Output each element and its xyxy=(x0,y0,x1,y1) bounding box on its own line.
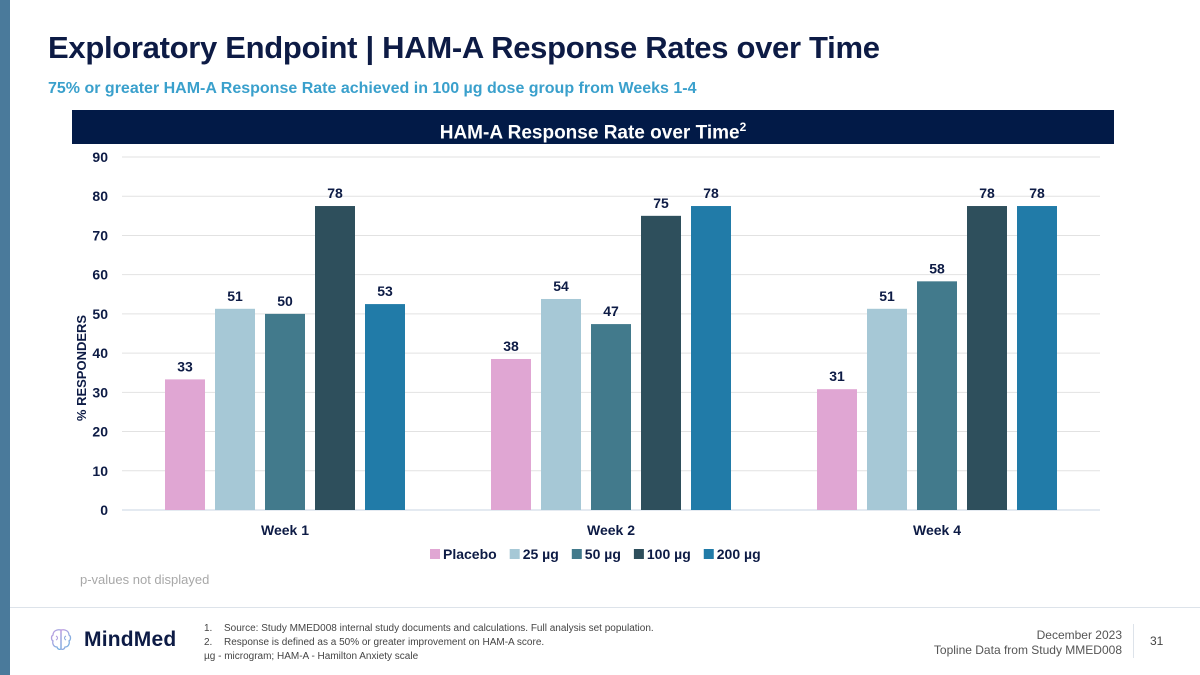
footer-date: December 2023 xyxy=(1036,628,1122,642)
legend-label: 25 µg xyxy=(523,546,559,562)
legend-swatch xyxy=(509,549,520,559)
bars xyxy=(165,206,1057,511)
bar xyxy=(541,298,581,510)
data-label: 53 xyxy=(377,283,393,299)
bar xyxy=(215,308,255,510)
brain-icon xyxy=(50,629,72,651)
bar xyxy=(591,324,631,510)
bar xyxy=(967,206,1007,510)
data-label: 38 xyxy=(503,338,519,354)
bar xyxy=(641,215,681,511)
y-tick-label: 40 xyxy=(92,345,108,361)
footnotes: 1. Source: Study MMED008 internal study d… xyxy=(204,622,654,664)
slide-subtitle: 75% or greater HAM-A Response Rate achie… xyxy=(48,80,697,97)
y-tick-label: 30 xyxy=(92,384,108,400)
legend-item: 200 µg xyxy=(703,546,761,562)
legend-item: Placebo xyxy=(430,546,497,562)
y-tick-label: 60 xyxy=(92,267,108,283)
chart-header: HAM-A Response Rate over Time2 xyxy=(72,110,1114,144)
footnote: 2. Response is defined as a 50% or greate… xyxy=(204,636,654,650)
slide-title: Exploratory Endpoint | HAM-A Response Ra… xyxy=(48,30,880,65)
data-labels: 33 51 50 78 53 38 54 47 75 78 31 51 58 78 78 xyxy=(177,185,1045,384)
data-label: 33 xyxy=(177,358,193,374)
page-number: 31 xyxy=(1150,634,1164,648)
data-label: 78 xyxy=(327,185,343,201)
abbreviations: µg - microgram; HAM-A - Hamilton Anxiety… xyxy=(204,651,419,662)
bar xyxy=(691,206,731,510)
y-tick-label: 80 xyxy=(92,188,108,204)
bar xyxy=(265,313,305,510)
data-label: 78 xyxy=(703,185,719,201)
chart-header-text: HAM-A Response Rate over Time xyxy=(439,122,740,144)
footnote-number: 1. xyxy=(204,623,213,634)
y-tick-label: 0 xyxy=(100,502,108,518)
footnote-number: 2. xyxy=(204,637,213,648)
legend-label: 100 µg xyxy=(647,546,691,562)
data-label: 78 xyxy=(1029,185,1045,201)
chart-header-footnote-ref: 2 xyxy=(739,120,747,134)
legend: Placebo 25 µg 50 µg 100 µg 200 µg xyxy=(430,546,761,562)
legend-item: 50 µg xyxy=(571,546,621,562)
page-number-divider xyxy=(1133,624,1134,658)
y-tick-label: 10 xyxy=(92,463,108,479)
footer-report: Topline Data from Study MMED008 xyxy=(933,643,1122,657)
p-values-note: p-values not displayed xyxy=(80,572,210,587)
data-label: 47 xyxy=(603,303,619,319)
legend-swatch xyxy=(430,549,440,559)
mindmed-logo: MindMed xyxy=(48,627,176,653)
y-tick-label: 70 xyxy=(92,227,108,243)
bar xyxy=(365,304,405,510)
footer-divider xyxy=(10,607,1200,608)
legend-swatch xyxy=(633,549,644,559)
legend-item: 100 µg xyxy=(633,546,691,562)
legend-label: 200 µg xyxy=(717,546,761,562)
brand-name: MindMed xyxy=(84,628,177,651)
data-label: 51 xyxy=(879,288,895,304)
x-axis-ticks: Week 1 Week 2 Week 4 xyxy=(261,522,961,538)
accent-side-bar xyxy=(0,0,10,675)
y-tick-label: 50 xyxy=(92,306,108,322)
data-label: 51 xyxy=(227,288,243,304)
legend-label: Placebo xyxy=(443,546,497,562)
footnote: 1. Source: Study MMED008 internal study d… xyxy=(204,622,654,636)
bar xyxy=(867,308,907,510)
y-tick-label: 20 xyxy=(92,424,108,440)
data-label: 75 xyxy=(653,195,669,211)
legend-swatch xyxy=(571,549,582,559)
y-axis-ticks: 0 10 20 30 40 50 60 70 80 90 xyxy=(92,149,108,518)
legend-label: 50 µg xyxy=(585,546,621,562)
y-tick-label: 90 xyxy=(92,149,108,165)
data-label: 78 xyxy=(979,185,995,201)
footer-meta: December 2023 Topline Data from Study MM… xyxy=(934,628,1122,658)
x-tick-label: Week 1 xyxy=(261,522,309,538)
data-label: 31 xyxy=(829,368,845,384)
x-tick-label: Week 4 xyxy=(913,522,961,538)
data-label: 50 xyxy=(277,293,293,309)
footnote-text: Response is defined as a 50% or greater … xyxy=(224,637,545,648)
bar-chart: 0 10 20 30 40 50 60 70 80 90 33 51 50 78 53 38 54 47 75 78… xyxy=(74,149,1100,562)
bar xyxy=(315,206,355,510)
footnote-text: Source: Study MMED008 internal study doc… xyxy=(224,623,654,634)
x-tick-label: Week 2 xyxy=(587,522,635,538)
bar xyxy=(165,379,205,510)
y-axis-label: % RESPONDERS xyxy=(74,315,89,422)
data-label: 54 xyxy=(553,278,569,294)
bar xyxy=(817,389,857,510)
data-label: 58 xyxy=(929,260,945,276)
legend-item: 25 µg xyxy=(509,546,559,562)
bar xyxy=(917,281,957,510)
bar xyxy=(1017,206,1057,510)
legend-swatch xyxy=(703,549,714,559)
bar xyxy=(491,358,531,510)
